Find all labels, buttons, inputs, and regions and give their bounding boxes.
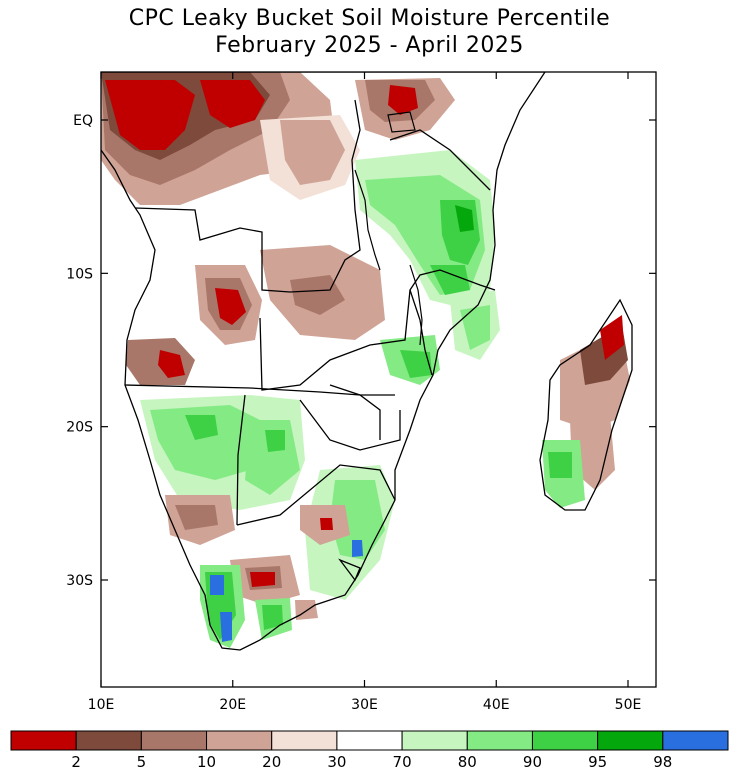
colorbar-swatch [401, 730, 468, 751]
colorbar-swatch [466, 730, 533, 751]
colorbar-label: 90 [523, 753, 542, 771]
colorbar-swatch [597, 730, 664, 751]
colorbar-swatch [140, 730, 208, 751]
colorbar-label: 20 [262, 753, 281, 771]
anomaly-shading [101, 72, 630, 648]
lon-tick-label: 30E [351, 697, 378, 713]
map-area [101, 72, 633, 651]
colorbar-label: 5 [137, 753, 147, 771]
title-line-1: CPC Leaky Bucket Soil Moisture Percentil… [128, 6, 611, 31]
colorbar-label: 10 [197, 753, 216, 771]
colorbar-swatch [662, 730, 729, 751]
lon-tick-label: 10E [88, 697, 115, 713]
colorbar-label: 30 [327, 753, 346, 771]
latitude-axis: EQ 10S 20S 30S [66, 113, 656, 589]
colorbar: 2 5 10 20 30 70 80 90 95 98 [10, 730, 729, 771]
colorbar-label: 80 [458, 753, 477, 771]
lon-tick-label: 40E [483, 697, 510, 713]
lat-tick-label: 30S [66, 573, 93, 589]
colorbar-label: 70 [393, 753, 412, 771]
colorbar-swatch [271, 730, 338, 751]
colorbar-swatch [10, 730, 77, 751]
title-line-2: February 2025 - April 2025 [215, 33, 524, 58]
lat-tick-label: EQ [73, 113, 93, 129]
colorbar-swatch [206, 730, 273, 751]
lon-tick-label: 50E [615, 697, 642, 713]
colorbar-label: 98 [653, 753, 672, 771]
lakes [354, 111, 423, 346]
colorbar-swatch [75, 730, 142, 751]
lat-tick-label: 10S [66, 266, 93, 282]
map-frame [100, 71, 657, 688]
colorbar-label: 2 [71, 753, 81, 771]
longitude-axis: 10E 20E 30E 40E 50E [88, 72, 642, 713]
colorbar-swatch [336, 730, 403, 751]
lat-tick-label: 20S [66, 420, 93, 436]
country-borders [101, 72, 633, 651]
colorbar-swatch [531, 730, 599, 751]
lon-tick-label: 20E [219, 697, 246, 713]
colorbar-label: 95 [588, 753, 607, 771]
